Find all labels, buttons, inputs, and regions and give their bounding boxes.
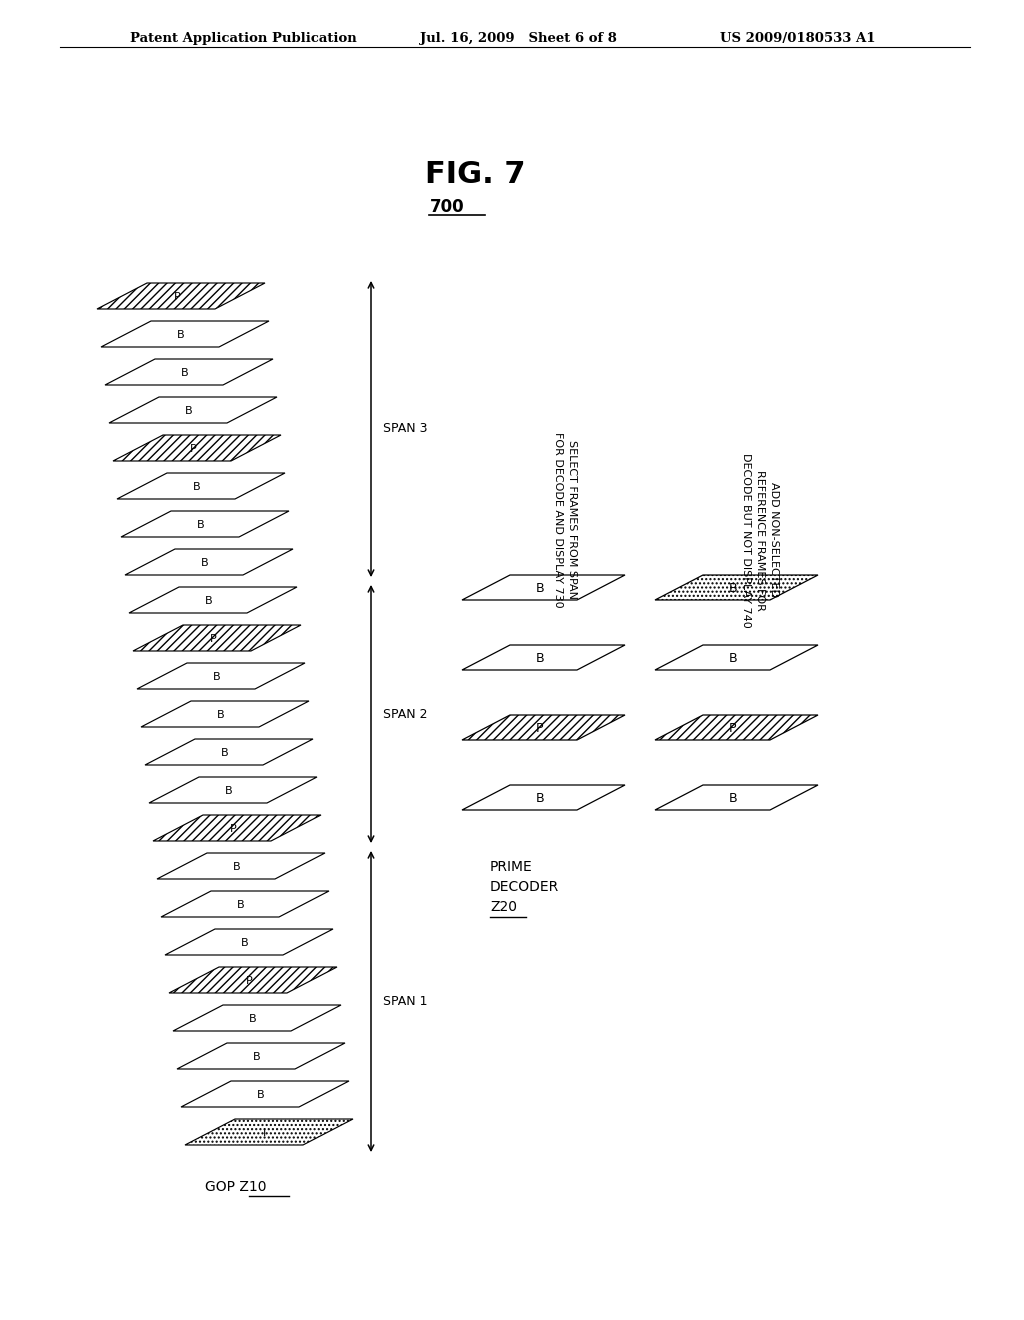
Polygon shape — [181, 1081, 349, 1107]
Text: B: B — [217, 710, 224, 721]
Polygon shape — [462, 715, 625, 741]
Text: ADD NON-SELECTED
REFERENCE FRAMES FOR
DECODE BUT NOT DISPLAY 740: ADD NON-SELECTED REFERENCE FRAMES FOR DE… — [741, 453, 779, 627]
Polygon shape — [113, 436, 281, 461]
Polygon shape — [97, 282, 265, 309]
Polygon shape — [655, 645, 818, 671]
Polygon shape — [655, 785, 818, 810]
Text: P: P — [210, 635, 216, 644]
Polygon shape — [105, 359, 273, 385]
Polygon shape — [125, 549, 293, 576]
Text: B: B — [233, 862, 241, 873]
Polygon shape — [173, 1005, 341, 1031]
Text: P: P — [729, 722, 736, 735]
Text: B: B — [225, 787, 232, 796]
Text: B: B — [185, 407, 193, 416]
Polygon shape — [137, 663, 305, 689]
Text: B: B — [197, 520, 205, 531]
Text: B: B — [201, 558, 209, 569]
Text: B: B — [238, 900, 245, 911]
Text: B: B — [205, 597, 213, 606]
Polygon shape — [185, 1119, 353, 1144]
Polygon shape — [121, 511, 289, 537]
Text: Jul. 16, 2009   Sheet 6 of 8: Jul. 16, 2009 Sheet 6 of 8 — [420, 32, 616, 45]
Polygon shape — [133, 624, 301, 651]
Text: B: B — [536, 652, 544, 665]
Polygon shape — [129, 587, 297, 612]
Text: B: B — [728, 582, 737, 595]
Text: P: P — [189, 445, 197, 454]
Text: B: B — [253, 1052, 261, 1063]
Text: B: B — [181, 368, 188, 379]
Polygon shape — [153, 814, 321, 841]
Text: FIG. 7: FIG. 7 — [425, 160, 525, 189]
Polygon shape — [655, 715, 818, 741]
Text: B: B — [728, 652, 737, 665]
Text: GOP Z10: GOP Z10 — [205, 1180, 266, 1195]
Text: SPAN 3: SPAN 3 — [383, 422, 427, 436]
Polygon shape — [109, 397, 278, 422]
Polygon shape — [145, 739, 313, 766]
Text: B: B — [177, 330, 184, 341]
Polygon shape — [150, 777, 317, 803]
Text: B: B — [194, 482, 201, 492]
Text: P: P — [229, 824, 237, 834]
Polygon shape — [655, 576, 818, 601]
Polygon shape — [177, 1043, 345, 1069]
Text: B: B — [213, 672, 221, 682]
Text: P: P — [536, 722, 544, 735]
Polygon shape — [141, 701, 309, 727]
Text: SELECT FRAMES FROM SPAN
FOR DECODE AND DISPLAY 730: SELECT FRAMES FROM SPAN FOR DECODE AND D… — [553, 432, 577, 607]
Text: SPAN 2: SPAN 2 — [383, 708, 427, 721]
Text: B: B — [536, 792, 544, 805]
Text: P: P — [173, 292, 180, 302]
Polygon shape — [462, 576, 625, 601]
Text: P: P — [246, 977, 252, 986]
Text: B: B — [249, 1014, 257, 1024]
Text: B: B — [536, 582, 544, 595]
Text: B: B — [241, 939, 249, 948]
Text: Patent Application Publication: Patent Application Publication — [130, 32, 356, 45]
Polygon shape — [117, 473, 285, 499]
Polygon shape — [169, 968, 337, 993]
Text: Z20: Z20 — [490, 900, 517, 913]
Polygon shape — [161, 891, 329, 917]
Text: 700: 700 — [430, 198, 465, 216]
Text: I: I — [263, 1129, 266, 1138]
Polygon shape — [157, 853, 325, 879]
Text: PRIME: PRIME — [490, 861, 532, 874]
Text: US 2009/0180533 A1: US 2009/0180533 A1 — [720, 32, 876, 45]
Text: B: B — [728, 792, 737, 805]
Polygon shape — [462, 785, 625, 810]
Text: B: B — [221, 748, 228, 758]
Polygon shape — [165, 929, 333, 954]
Polygon shape — [462, 645, 625, 671]
Text: B: B — [257, 1090, 265, 1101]
Text: SPAN 1: SPAN 1 — [383, 995, 427, 1008]
Text: DECODER: DECODER — [490, 880, 559, 894]
Polygon shape — [101, 321, 269, 347]
